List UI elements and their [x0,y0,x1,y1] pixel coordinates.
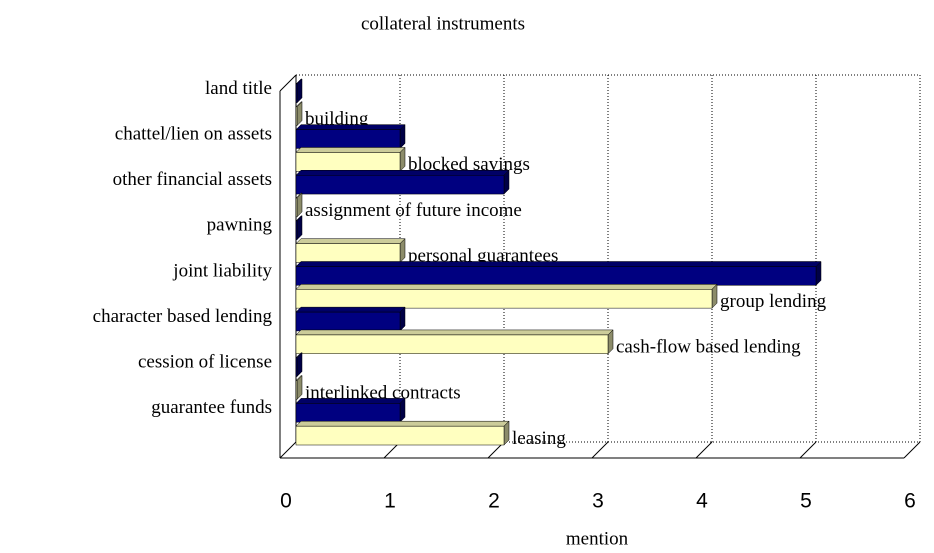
chart-title: collateral instruments [361,13,525,34]
floor-grid-line [695,441,713,459]
bar-top [295,306,406,313]
bar-label: assignment of future income [305,200,522,221]
bar-label: interlinked contracts [305,382,461,403]
bar-label: personal guarantees [408,245,558,266]
x-tick-label: 1 [384,490,396,513]
bar [295,197,298,218]
x-tick-label: 2 [488,490,500,513]
x-tick-label: 3 [592,490,604,513]
bar-top [295,420,510,427]
bar [295,83,298,104]
bar [295,357,298,377]
bar-top [295,124,406,130]
bar [295,243,401,263]
y-tick-label: cession of license [138,352,272,373]
y-tick-label: land title [205,78,272,99]
y-tick-label: guarantee funds [151,397,272,418]
y-tick-label: character based lending [93,306,273,327]
y-tick-label: chattel/lien on assets [115,123,272,144]
bar-label: building [305,109,369,130]
bar [295,152,401,172]
left-wall-top [279,74,297,92]
bar [295,380,298,400]
bar-top [295,329,614,336]
bar [295,220,298,240]
bar-top [295,170,510,176]
floor-grid-line [903,441,921,459]
floor-grid-line [591,441,609,459]
bar [295,311,401,332]
floor-grid-line [799,441,817,459]
x-axis-label: mention [566,528,629,549]
bar-label: cash-flow based lending [616,337,801,358]
x-tick-label: 5 [800,490,812,513]
y-tick-label: pawning [207,215,273,236]
bar [295,266,817,286]
bar [295,403,401,423]
floor-grid-line [279,441,297,459]
bar [295,289,713,309]
bar-label: blocked savings [408,154,530,175]
bar [295,425,505,446]
x-tick-label: 0 [280,490,292,513]
bar-top [295,238,406,244]
x-tick-label: 6 [904,490,916,513]
bar-label: group lending [720,291,827,312]
bar-top [295,147,406,153]
bar-top [295,261,822,267]
bar [295,129,401,149]
bar-label: leasing [512,428,566,449]
x-tick-label: 4 [696,490,708,513]
bar [295,175,505,195]
bar-top [295,398,406,404]
bar [295,334,609,354]
bar-top [295,284,718,290]
bar [295,106,298,126]
y-tick-label: other financial assets [113,169,272,190]
y-tick-label: joint liability [172,260,272,281]
